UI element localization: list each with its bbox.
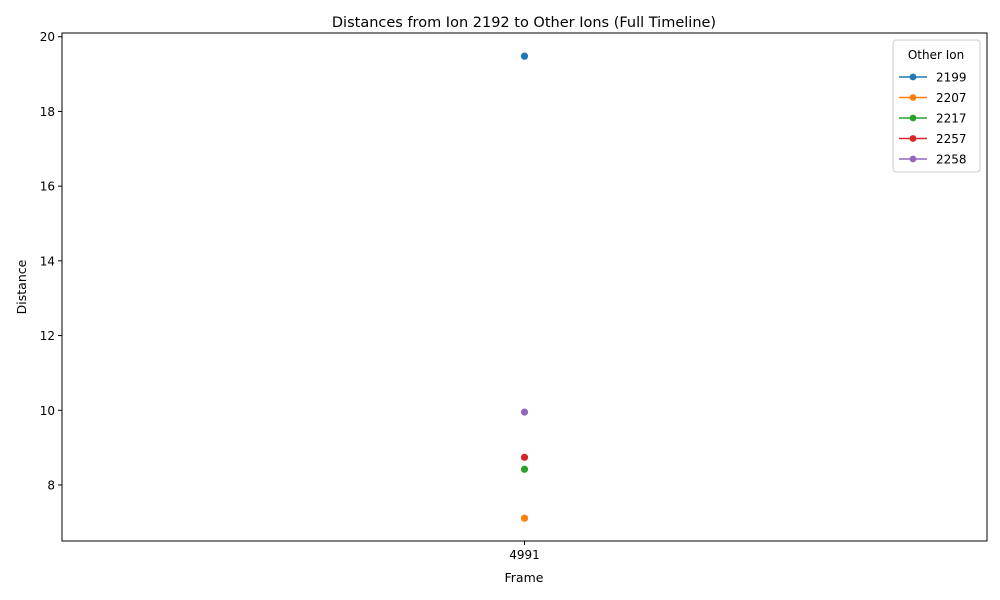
legend-swatch-marker-2199 <box>909 73 917 81</box>
legend-swatch-marker-2207 <box>909 94 917 101</box>
chart-title: Distances from Ion 2192 to Other Ions (F… <box>332 15 716 31</box>
plot-frame <box>61 32 988 542</box>
x-axis-label: Frame <box>505 570 544 585</box>
legend-swatch-marker-2258 <box>909 155 917 163</box>
data-point-2199 <box>520 52 529 60</box>
y-axis-label: Distance <box>14 259 29 314</box>
y-tick-label: 18 <box>40 105 55 119</box>
legend-swatch-marker-2257 <box>909 135 917 142</box>
x-tick-label: 4991 <box>509 548 540 562</box>
legend-label-2217: 2217 <box>936 112 967 126</box>
x-axis: 4991 <box>509 541 540 562</box>
legend-label-2207: 2207 <box>936 91 967 105</box>
y-tick-label: 12 <box>40 329 55 343</box>
y-tick-label: 8 <box>47 478 55 492</box>
plot-marks <box>520 52 529 522</box>
data-point-2207 <box>520 514 529 522</box>
legend-swatch-marker-2217 <box>909 114 917 122</box>
data-point-2257 <box>520 453 529 461</box>
y-tick-label: 14 <box>40 254 55 268</box>
legend-label-2257: 2257 <box>936 132 967 146</box>
y-axis: 8 10 12 14 16 18 20 <box>40 30 62 492</box>
legend-label-2258: 2258 <box>936 153 967 167</box>
legend-label-2199: 2199 <box>936 71 967 85</box>
legend-title: Other Ion <box>908 48 964 62</box>
legend-items: 2199 2207 2217 2257 2258 <box>899 71 967 167</box>
y-tick-label: 20 <box>40 30 55 44</box>
y-tick-label: 16 <box>40 180 55 194</box>
data-point-2258 <box>520 408 529 416</box>
y-tick-label: 10 <box>40 404 55 418</box>
legend: Other Ion 2199 2207 2217 2257 2258 <box>892 39 981 173</box>
data-point-2217 <box>520 465 529 473</box>
